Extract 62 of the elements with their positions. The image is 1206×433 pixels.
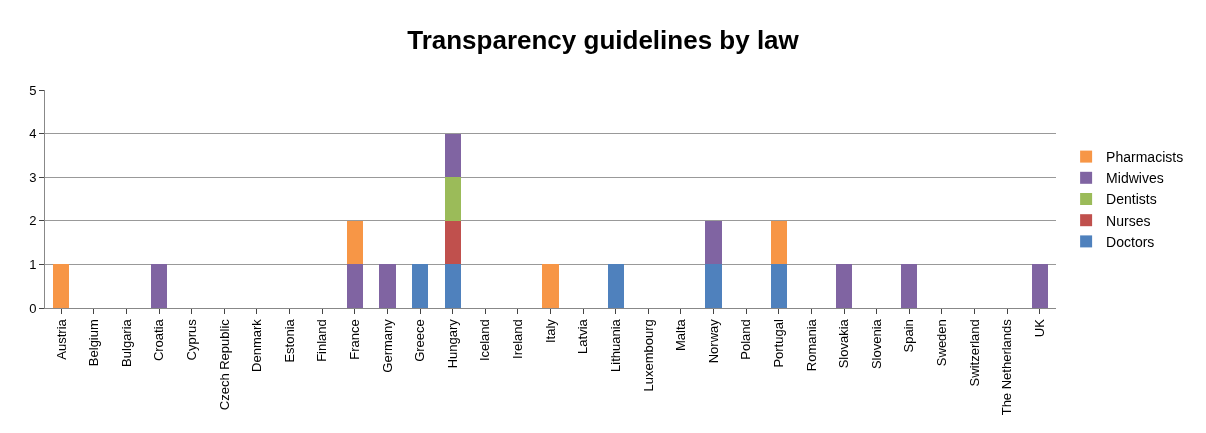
x-tick-label: Italy [542,318,558,344]
bar [835,264,853,308]
bar [379,264,396,308]
bar [150,264,168,308]
x-tick-label: Estonia [281,318,297,363]
x-tick-label: Slovenia [868,318,884,370]
x-tick-label: Hungary [444,318,460,369]
x-tick-label: Germany [379,318,395,373]
bar [411,264,429,308]
y-tick-label: 1 [29,256,37,272]
x-tick-label: Czech Republic [216,318,232,411]
x-tick-label: Austria [53,318,69,360]
x-tick-label: Luxembourg [640,319,656,392]
x-tick-label: Iceland [477,319,493,362]
x-tick-label: Ireland [510,319,526,359]
bar [444,133,461,178]
x-tick-label: Sweden [934,319,950,367]
legend-label: Doctors [1106,233,1155,250]
bar [444,220,461,265]
bar [770,220,787,265]
x-tick-label: Bulgaria [118,318,134,367]
bar [346,220,363,265]
bar [542,264,559,308]
x-tick-label: Malta [673,318,689,351]
x-tick-label: Cyprus [183,318,199,361]
bar [53,264,70,308]
x-tick-label: Belgium [86,319,102,367]
x-tick-label: Croatia [151,318,167,362]
x-tick-label: Romania [803,318,819,372]
bar [444,177,461,221]
x-tick-label: Latvia [575,318,591,354]
bar [1031,264,1048,308]
bar [770,264,787,308]
legend-label: Dentists [1106,191,1157,208]
x-tick-label: Poland [738,319,754,360]
x-tick-label: Greece [412,319,428,362]
x-tick-label: Denmark [249,318,265,372]
legend-label: Pharmacists [1106,149,1184,166]
y-tick-label: 0 [29,300,37,316]
bar [444,264,461,308]
bar [901,264,918,308]
x-tick-label: Finland [314,319,330,362]
bar [607,264,624,308]
x-tick-label: Lithuania [607,318,623,372]
y-tick-label: 4 [29,126,37,142]
x-tick-label: Norway [705,318,721,364]
bar [705,264,722,308]
legend-label: Nurses [1106,212,1151,229]
legend-label: Midwives [1106,170,1164,187]
y-tick-label: 5 [29,82,37,98]
x-tick-label: The Netherlands [999,318,1015,416]
x-tick-label: Slovakia [836,318,852,369]
y-tick-label: 3 [29,169,37,185]
x-tick-label: Switzerland [966,319,982,387]
y-tick-label: 2 [29,213,37,229]
x-tick-label: France [347,319,363,360]
x-tick-label: Spain [901,319,917,353]
bar [705,220,722,265]
x-tick-label: UK [1031,318,1047,338]
bar [346,264,363,308]
x-tick-label: Portugal [771,319,787,368]
chart-title: Transparency guidelines by law [407,24,800,55]
